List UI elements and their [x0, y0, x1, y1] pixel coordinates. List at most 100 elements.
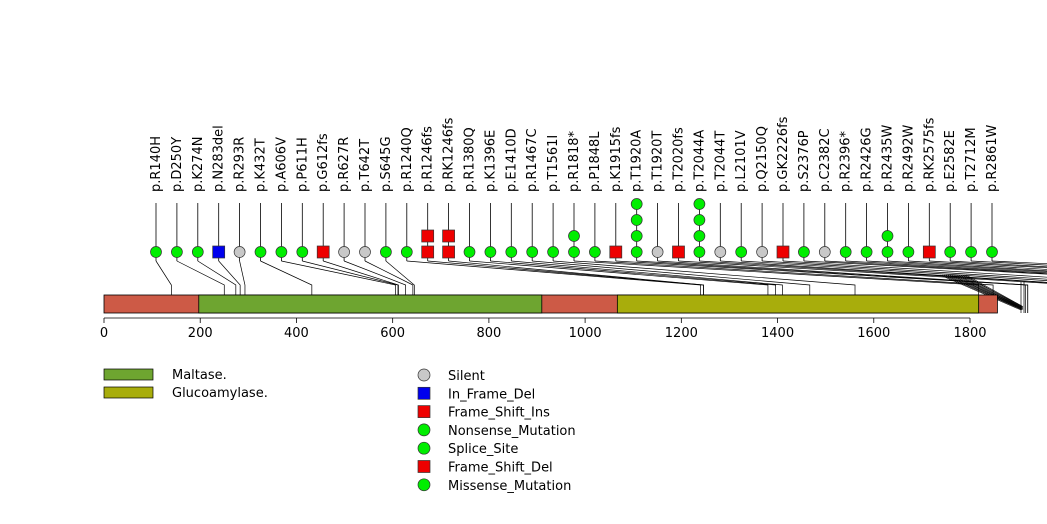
x-tick-label-3: 600	[380, 326, 405, 341]
x-tick-label-8: 1600	[857, 326, 890, 341]
mutation-label-39: p.T2712M	[964, 127, 979, 192]
mutation-label-17: p.E1410D	[504, 128, 519, 192]
mutation-label-26: p.T2044A	[692, 130, 707, 192]
mutation-label-11: p.S645G	[379, 136, 394, 192]
dot-26-2	[693, 214, 706, 226]
dot-5-0	[254, 246, 267, 258]
domain-0	[198, 294, 543, 314]
mutation-legend-label-0: Silent	[448, 369, 485, 384]
dot-35-0	[881, 246, 894, 258]
connector-36	[908, 260, 1047, 270]
mutation-label-5: p.K432T	[254, 138, 269, 192]
dot-6-0	[275, 246, 288, 258]
mutation-label-19: p.T1561I	[546, 135, 561, 192]
mutation-label-21: p.P1848L	[588, 131, 603, 192]
overflow-line-7	[953, 274, 1023, 309]
dot-36-0	[902, 246, 915, 258]
mutation-legend-marker-5	[417, 460, 431, 473]
dot-7-0	[296, 246, 309, 258]
legend: Maltase. Glucoamylase. Silent In_Frame_Del F…	[103, 368, 576, 494]
mutation-label-16: p.K1396E	[483, 130, 498, 192]
mutation-label-6: p.A606V	[274, 137, 289, 192]
overflow-line-13	[965, 274, 1023, 307]
connector-34	[866, 260, 1047, 273]
mutation-legend-label-4: Splice_Site	[448, 442, 518, 457]
x-tick-label-9: 1800	[953, 326, 986, 341]
dot-21-0	[589, 246, 601, 258]
domain-legend-swatch-1	[103, 386, 154, 399]
x-tick-label-1: 200	[188, 326, 213, 341]
mutation-label-8: p.G612fs	[316, 133, 331, 192]
dot-1-0	[171, 246, 183, 258]
mutation-label-20: p.R1818*	[567, 130, 582, 192]
mutation-label-25: p.T2020fs	[672, 127, 687, 192]
dot-39-0	[965, 246, 977, 258]
overflow-line-1	[941, 274, 1023, 310]
mutation-legend-label-1: In_Frame_Del	[448, 387, 535, 402]
connector-25	[678, 260, 1047, 284]
dot-13-1	[421, 229, 435, 243]
dot-30-0	[776, 245, 790, 259]
dot-23-1	[630, 230, 643, 242]
connector-lines	[155, 260, 1047, 313]
dot-27-0	[714, 246, 727, 258]
mutation-label-1: p.D250Y	[170, 137, 185, 192]
dot-8-0	[316, 245, 330, 259]
mutation-label-38: p.E2582E	[943, 130, 958, 192]
x-tick-label-6: 1200	[665, 326, 698, 341]
mutation-label-4: p.R293R	[233, 137, 248, 192]
connector-29	[762, 260, 1047, 280]
dot-9-0	[338, 246, 350, 258]
dot-31-0	[798, 246, 810, 258]
dot-26-3	[693, 198, 706, 210]
overflow-line-3	[945, 274, 1022, 310]
mutation-label-15: p.R1380Q	[463, 127, 478, 192]
dot-16-0	[484, 246, 497, 258]
connector-31	[803, 260, 1047, 275]
x-tick-label-7: 1400	[761, 326, 794, 341]
overflow-line-9	[957, 274, 1022, 308]
mutation-label-22: p.K1915fs	[609, 126, 624, 192]
mutation-legend-marker-2	[417, 405, 431, 418]
dot-17-0	[505, 246, 518, 258]
mutation-label-27: p.T2044T	[713, 131, 728, 192]
mutation-legend-label-2: Frame_Shift_Ins	[448, 406, 550, 421]
mutation-legend-marker-0	[417, 368, 431, 382]
mutation-legend-marker-3	[417, 423, 431, 437]
dot-20-1	[568, 230, 580, 242]
mutation-label-3: p.N283del	[212, 125, 227, 192]
dot-14-0	[442, 245, 455, 259]
dot-15-0	[463, 246, 476, 258]
connector-32	[824, 260, 1047, 274]
mutation-label-29: p.Q2150Q	[755, 126, 770, 192]
mutation-label-0: p.R140H	[149, 136, 164, 192]
dot-25-0	[672, 245, 685, 259]
connector-28	[741, 260, 1047, 281]
dot-3-0	[212, 245, 226, 259]
connector-33	[845, 260, 1047, 274]
x-axis: 0 200 400 600 800 1000 1200 1400 1600 1800	[100, 317, 987, 341]
domain-legend-label-1: Glucoamylase.	[172, 386, 268, 401]
mutation-labels: p.R140H p.D250Y p.K274N p.N283del p.R293R p.K…	[149, 116, 1000, 192]
dot-10-0	[359, 246, 371, 258]
domain-legend-label-0: Maltase.	[172, 368, 227, 383]
mutation-legend-marker-1	[417, 386, 431, 400]
dot-37-0	[922, 245, 936, 259]
dot-12-0	[400, 246, 413, 258]
mutation-label-2: p.K274N	[191, 137, 206, 192]
dot-2-0	[191, 246, 204, 258]
mutation-legend-marker-4	[417, 441, 431, 455]
mutation-legend-marker-6	[417, 478, 431, 492]
dot-14-1	[442, 229, 455, 243]
mutation-label-13: p.R1246fs	[421, 126, 436, 192]
dot-28-0	[735, 246, 748, 258]
dot-4-0	[233, 246, 246, 258]
mutation-label-33: p.R2396*	[839, 130, 854, 192]
dot-33-0	[839, 246, 852, 258]
mutation-label-36: p.R2492W	[901, 124, 916, 192]
mutation-dots	[150, 198, 998, 259]
dot-23-0	[630, 246, 643, 258]
connector-27	[720, 260, 1047, 283]
mutation-label-30: p.GK2226fs	[776, 116, 791, 192]
